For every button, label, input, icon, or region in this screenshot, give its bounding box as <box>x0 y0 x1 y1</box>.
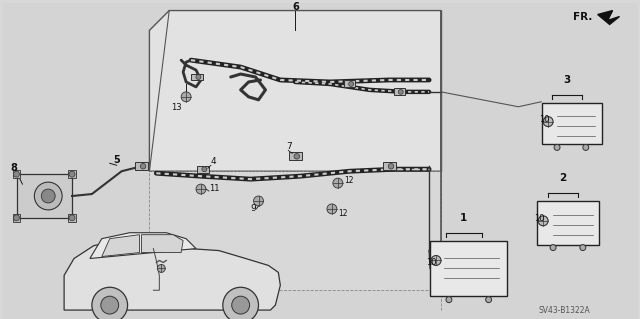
Circle shape <box>446 297 452 303</box>
Circle shape <box>388 163 394 169</box>
Circle shape <box>140 163 146 169</box>
Circle shape <box>13 171 19 177</box>
Bar <box>383 162 396 170</box>
Circle shape <box>398 89 403 94</box>
Text: 9: 9 <box>251 204 257 213</box>
Circle shape <box>69 215 75 221</box>
Circle shape <box>333 178 343 188</box>
Text: 6: 6 <box>292 2 299 11</box>
Bar <box>344 80 355 87</box>
Polygon shape <box>64 239 280 310</box>
Text: 13: 13 <box>172 103 182 112</box>
Circle shape <box>196 184 206 194</box>
Circle shape <box>543 117 553 127</box>
Circle shape <box>327 204 337 214</box>
Circle shape <box>486 297 492 303</box>
Text: 10: 10 <box>534 214 545 223</box>
Circle shape <box>550 245 556 250</box>
Circle shape <box>431 256 441 265</box>
Text: 4: 4 <box>211 157 216 166</box>
Bar <box>68 214 76 222</box>
Circle shape <box>253 196 264 206</box>
Circle shape <box>580 245 586 250</box>
Text: 5: 5 <box>114 155 120 165</box>
Bar <box>542 103 602 145</box>
Bar <box>17 174 72 218</box>
Polygon shape <box>102 235 140 256</box>
Text: 1: 1 <box>460 213 467 223</box>
Bar <box>13 214 20 222</box>
Bar <box>289 152 301 160</box>
Bar <box>68 170 76 178</box>
Circle shape <box>294 153 300 159</box>
Circle shape <box>202 167 207 172</box>
Circle shape <box>69 171 75 177</box>
Circle shape <box>232 296 250 314</box>
Circle shape <box>101 296 118 314</box>
Circle shape <box>13 215 19 221</box>
Text: 10: 10 <box>539 115 550 124</box>
Text: 12: 12 <box>344 176 353 185</box>
Circle shape <box>554 145 560 150</box>
Polygon shape <box>141 235 183 253</box>
Text: 12: 12 <box>338 209 348 218</box>
Text: 11: 11 <box>209 184 220 193</box>
Circle shape <box>181 92 191 102</box>
Circle shape <box>583 145 589 150</box>
Circle shape <box>157 264 165 272</box>
Circle shape <box>349 82 353 86</box>
Text: 3: 3 <box>563 75 571 85</box>
Text: SV43-B1322A: SV43-B1322A <box>538 306 590 315</box>
Bar <box>135 162 148 170</box>
Bar <box>197 166 209 173</box>
Text: 7: 7 <box>286 142 292 152</box>
Text: 8: 8 <box>10 163 17 173</box>
Bar <box>537 201 598 245</box>
Circle shape <box>538 216 548 226</box>
Bar <box>430 241 508 296</box>
Bar <box>394 88 405 95</box>
Circle shape <box>92 287 127 319</box>
Polygon shape <box>149 171 441 290</box>
Circle shape <box>35 182 62 210</box>
Circle shape <box>42 189 55 203</box>
Polygon shape <box>149 11 441 171</box>
Text: 2: 2 <box>559 173 566 183</box>
Polygon shape <box>90 233 196 258</box>
Polygon shape <box>598 11 620 25</box>
Bar <box>13 170 20 178</box>
Circle shape <box>196 75 201 79</box>
Circle shape <box>223 287 259 319</box>
Text: 10: 10 <box>426 258 436 267</box>
Text: FR.: FR. <box>573 12 592 22</box>
Bar <box>191 73 203 80</box>
